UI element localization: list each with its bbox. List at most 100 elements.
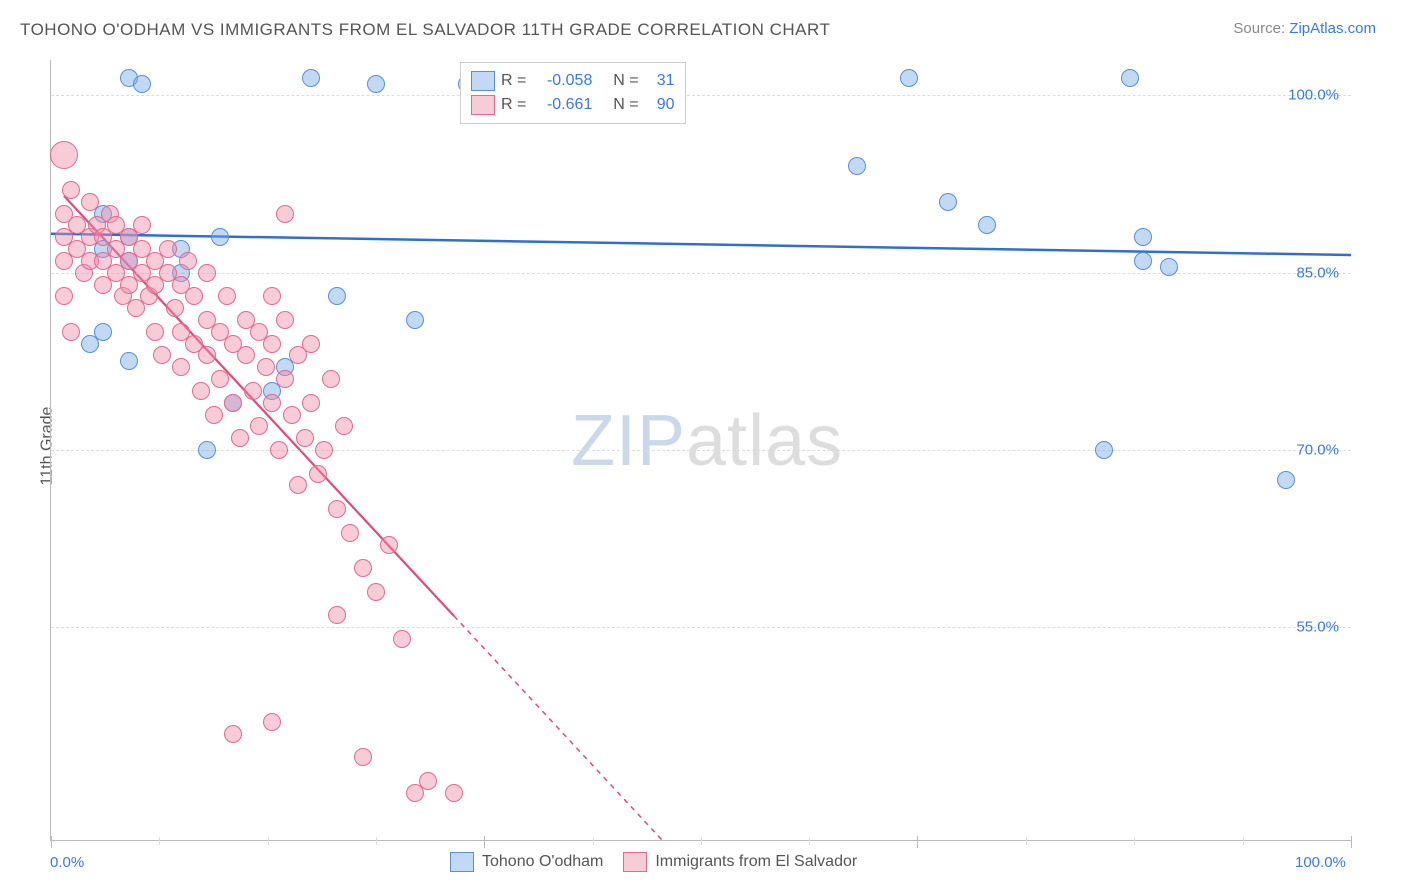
- regression-line-dashed-elsalvador: [454, 616, 662, 840]
- legend-swatch-elsalvador: [471, 95, 495, 115]
- watermark-atlas: atlas: [686, 401, 843, 481]
- data-point-elsalvador: [302, 394, 320, 412]
- data-point-tohono: [939, 193, 957, 211]
- data-point-elsalvador: [322, 370, 340, 388]
- data-point-elsalvador: [309, 465, 327, 483]
- x-tick-major: [1351, 836, 1352, 848]
- y-tick-label: 100.0%: [1288, 87, 1339, 104]
- data-point-elsalvador: [335, 417, 353, 435]
- data-point-elsalvador: [146, 323, 164, 341]
- data-point-tohono: [406, 311, 424, 329]
- data-point-elsalvador: [55, 287, 73, 305]
- legend-r-label: R =: [501, 69, 526, 93]
- data-point-elsalvador: [237, 346, 255, 364]
- data-point-elsalvador: [341, 524, 359, 542]
- data-point-elsalvador: [218, 287, 236, 305]
- data-point-elsalvador: [224, 394, 242, 412]
- data-point-tohono: [198, 441, 216, 459]
- legend-row-elsalvador: R = -0.661 N = 90: [471, 93, 675, 117]
- gridline: [51, 627, 1351, 628]
- data-point-elsalvador: [185, 287, 203, 305]
- x-tick-minor: [376, 837, 377, 845]
- data-point-tohono: [1134, 252, 1152, 270]
- y-tick-label: 70.0%: [1296, 442, 1339, 459]
- x-tick-minor: [1134, 837, 1135, 845]
- data-point-elsalvador: [289, 476, 307, 494]
- legend-n-value-tohono: 31: [645, 69, 675, 93]
- data-point-elsalvador: [231, 429, 249, 447]
- data-point-tohono: [1121, 69, 1139, 87]
- data-point-elsalvador: [276, 370, 294, 388]
- data-point-elsalvador: [263, 713, 281, 731]
- watermark: ZIPatlas: [571, 400, 843, 482]
- legend-n-label: N =: [613, 93, 638, 117]
- data-point-elsalvador: [50, 141, 78, 169]
- legend-r-value-elsalvador: -0.661: [532, 93, 592, 117]
- x-tick-minor: [809, 837, 810, 845]
- data-point-elsalvador: [211, 370, 229, 388]
- legend-series-name-tohono: Tohono O'odham: [482, 853, 603, 871]
- data-point-elsalvador: [205, 406, 223, 424]
- correlation-legend: R = -0.058 N = 31 R = -0.661 N = 90: [460, 62, 686, 124]
- source-link[interactable]: ZipAtlas.com: [1289, 20, 1376, 37]
- x-tick-major: [484, 836, 485, 848]
- data-point-elsalvador: [166, 299, 184, 317]
- data-point-elsalvador: [263, 335, 281, 353]
- data-point-elsalvador: [62, 181, 80, 199]
- data-point-tohono: [211, 228, 229, 246]
- x-tick-major: [51, 836, 52, 848]
- gridline: [51, 450, 1351, 451]
- data-point-elsalvador: [257, 358, 275, 376]
- x-tick-major: [917, 836, 918, 848]
- data-point-tohono: [133, 75, 151, 93]
- x-label-right: 100.0%: [1295, 854, 1346, 871]
- data-point-elsalvador: [263, 394, 281, 412]
- data-point-elsalvador: [263, 287, 281, 305]
- data-point-elsalvador: [192, 382, 210, 400]
- data-point-elsalvador: [270, 441, 288, 459]
- x-label-left: 0.0%: [50, 854, 84, 871]
- legend-r-label: R =: [501, 93, 526, 117]
- data-point-elsalvador: [276, 205, 294, 223]
- data-point-elsalvador: [224, 725, 242, 743]
- data-point-elsalvador: [133, 216, 151, 234]
- gridline: [51, 95, 1351, 96]
- data-point-elsalvador: [419, 772, 437, 790]
- plot-area: ZIPatlas 55.0%70.0%85.0%100.0%: [50, 60, 1351, 841]
- legend-n-value-elsalvador: 90: [645, 93, 675, 117]
- legend-row-tohono: R = -0.058 N = 31: [471, 69, 675, 93]
- data-point-elsalvador: [354, 559, 372, 577]
- x-tick-minor: [1243, 837, 1244, 845]
- legend-item-tohono: Tohono O'odham: [450, 852, 603, 872]
- data-point-elsalvador: [393, 630, 411, 648]
- data-point-elsalvador: [283, 406, 301, 424]
- data-point-tohono: [367, 75, 385, 93]
- chart-title: TOHONO O'ODHAM VS IMMIGRANTS FROM EL SAL…: [20, 20, 830, 40]
- data-point-elsalvador: [81, 193, 99, 211]
- data-point-tohono: [1277, 471, 1295, 489]
- data-point-elsalvador: [380, 536, 398, 554]
- series-legend: Tohono O'odham Immigrants from El Salvado…: [450, 852, 857, 872]
- data-point-tohono: [1095, 441, 1113, 459]
- data-point-elsalvador: [62, 323, 80, 341]
- data-point-elsalvador: [159, 240, 177, 258]
- regression-line-tohono: [51, 234, 1351, 255]
- legend-swatch-elsalvador: [623, 852, 647, 872]
- data-point-elsalvador: [244, 382, 262, 400]
- data-point-tohono: [848, 157, 866, 175]
- data-point-elsalvador: [198, 264, 216, 282]
- data-point-tohono: [1134, 228, 1152, 246]
- legend-series-name-elsalvador: Immigrants from El Salvador: [655, 853, 857, 871]
- data-point-tohono: [120, 352, 138, 370]
- x-tick-minor: [159, 837, 160, 845]
- x-tick-minor: [593, 837, 594, 845]
- data-point-elsalvador: [153, 346, 171, 364]
- data-point-elsalvador: [367, 583, 385, 601]
- legend-n-label: N =: [613, 69, 638, 93]
- data-point-tohono: [302, 69, 320, 87]
- data-point-elsalvador: [172, 358, 190, 376]
- legend-swatch-tohono: [471, 71, 495, 91]
- source-attribution: Source: ZipAtlas.com: [1233, 20, 1376, 37]
- data-point-elsalvador: [328, 500, 346, 518]
- legend-r-value-tohono: -0.058: [532, 69, 592, 93]
